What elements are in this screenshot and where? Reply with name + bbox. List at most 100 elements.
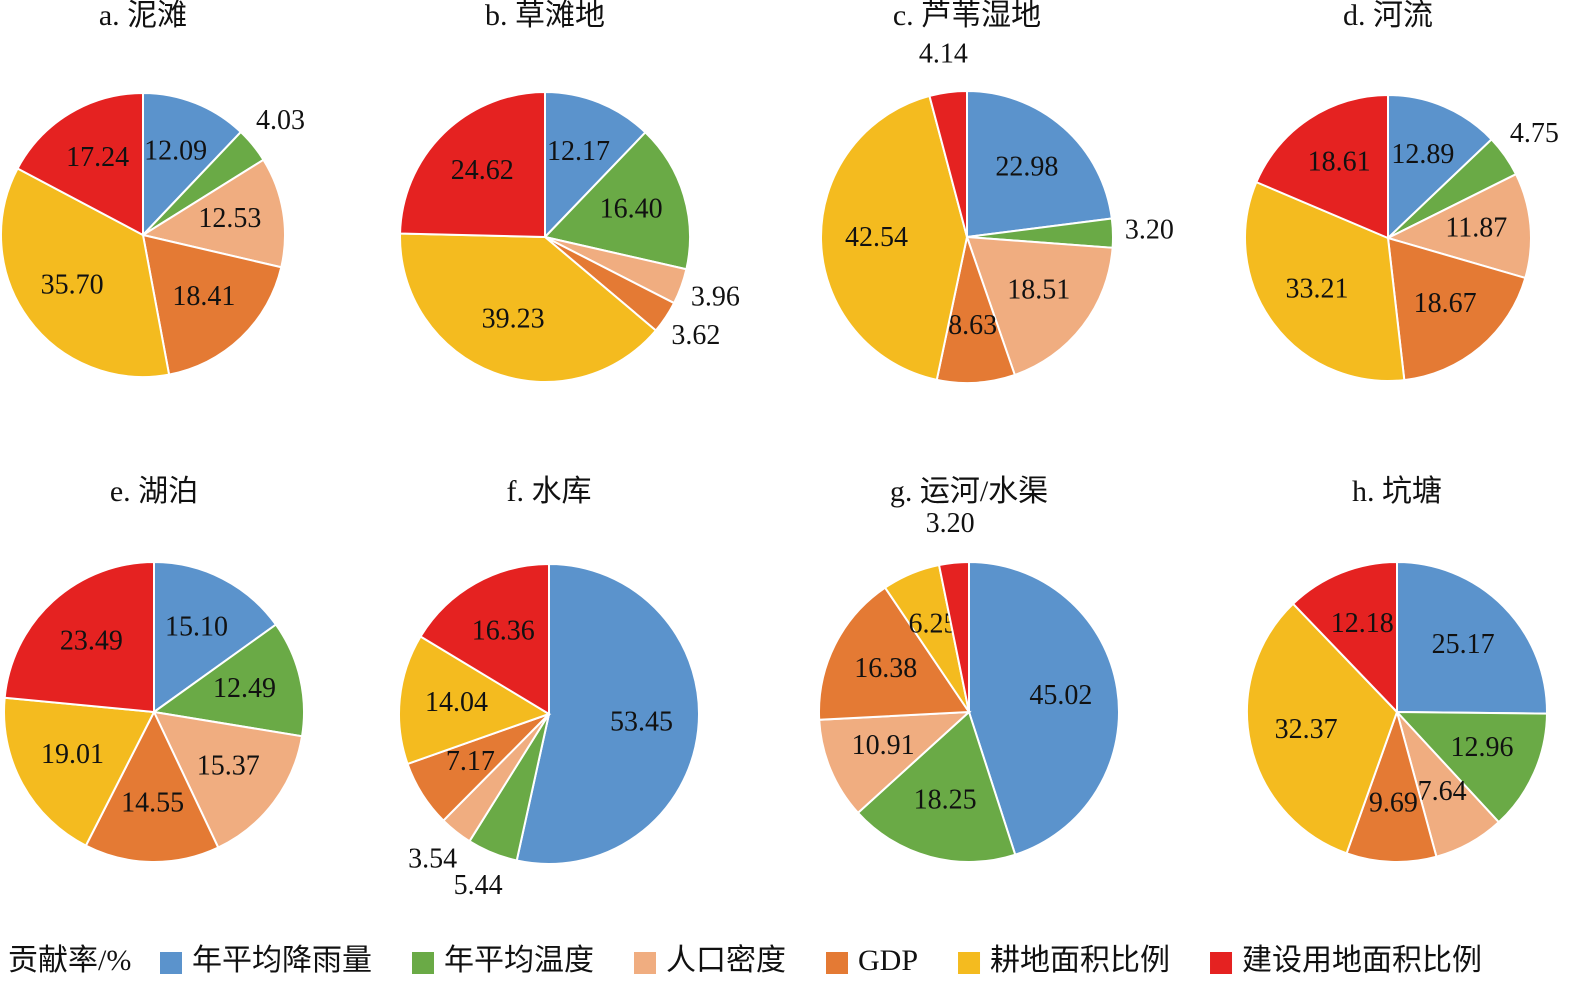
pie-title: h. 坑塘 [1352, 475, 1442, 508]
data-label: 35.70 [41, 270, 104, 301]
pie-slice [140, 158, 286, 269]
data-label: 33.21 [1285, 273, 1348, 304]
pie-title: e. 湖泊 [110, 475, 198, 508]
legend-swatch [412, 952, 434, 974]
data-label: 12.89 [1391, 139, 1454, 170]
pie-slice [1394, 710, 1549, 824]
legend-label: 年平均降雨量 [192, 944, 372, 977]
legend-label: 年平均温度 [444, 944, 594, 977]
legend-label: 建设用地面积比例 [1242, 944, 1482, 977]
data-label: 16.40 [600, 194, 663, 225]
data-label: 15.37 [197, 750, 260, 781]
data-label: 3.54 [408, 843, 457, 874]
data-label: 53.45 [610, 706, 673, 737]
pie-slice [84, 709, 220, 863]
data-label: 16.38 [854, 653, 917, 684]
legend-title: 贡献率/% [8, 944, 131, 977]
data-label: 39.23 [482, 303, 545, 334]
legend-label: 耕地面积比例 [990, 944, 1170, 977]
data-label: 14.55 [121, 787, 184, 818]
data-label: 25.17 [1432, 629, 1495, 660]
pie-slice [1387, 93, 1493, 241]
data-label: 22.98 [995, 151, 1058, 182]
pie-slice [1291, 560, 1398, 715]
pie-slice [1386, 236, 1527, 382]
pie-slice [968, 560, 1120, 856]
data-label: 10.91 [852, 730, 915, 761]
pie-slice [544, 90, 647, 240]
data-label: 18.61 [1308, 146, 1371, 177]
data-label: 7.17 [446, 746, 495, 777]
legend-swatch [634, 952, 656, 974]
pie-title: b. 草滩地 [485, 0, 605, 32]
pie-slice [16, 91, 144, 237]
pie-slice [419, 562, 550, 716]
data-label: 18.25 [914, 784, 977, 815]
data-label: 5.44 [454, 870, 503, 901]
data-label: 16.36 [472, 615, 535, 646]
data-label: 4.14 [919, 38, 968, 69]
data-label: 9.69 [1369, 787, 1418, 818]
pie-slice [818, 586, 971, 721]
data-label: 18.67 [1414, 288, 1477, 319]
data-label: 3.62 [671, 320, 720, 351]
legend-swatch [1210, 952, 1233, 974]
pie-title: c. 芦苇湿地 [893, 0, 1041, 32]
pie-slice [856, 710, 1017, 863]
pie-slice [153, 560, 278, 714]
data-label: 14.04 [425, 687, 488, 718]
data-label: 12.17 [547, 136, 610, 167]
pie-slice [152, 710, 304, 849]
data-label: 17.24 [66, 142, 129, 173]
pie-slice [543, 130, 691, 271]
pie-slice [0, 167, 171, 378]
data-label: 3.20 [926, 508, 975, 539]
data-label: 4.75 [1510, 118, 1559, 149]
pie-title: g. 运河/水渠 [890, 475, 1048, 508]
legend-swatch [160, 952, 182, 974]
data-label: 8.63 [948, 310, 997, 341]
data-label: 42.54 [845, 222, 908, 253]
legend-swatch [826, 952, 848, 974]
data-label: 4.03 [256, 105, 305, 136]
data-label: 3.20 [1125, 215, 1174, 246]
legend-label: GDP [858, 944, 918, 977]
pie-slice [398, 635, 552, 766]
pie-title: f. 水库 [507, 475, 592, 508]
pie-slice [1396, 560, 1548, 715]
pie-slice [818, 710, 972, 815]
pie-slice [1246, 602, 1399, 855]
pie-slice [399, 232, 658, 383]
pie-slice [1385, 172, 1532, 280]
data-label: 18.41 [172, 281, 235, 312]
legend-swatch [958, 952, 981, 974]
pie-slice [1244, 180, 1406, 382]
data-label: 32.37 [1275, 714, 1338, 745]
data-label: 45.02 [1029, 680, 1092, 711]
data-label: 19.01 [41, 739, 104, 770]
pie-slice [399, 90, 546, 239]
data-label: 23.49 [60, 626, 123, 657]
pie-slice [928, 89, 968, 238]
data-label: 7.64 [1418, 776, 1467, 807]
data-label: 18.51 [1007, 275, 1070, 306]
pie-slice [515, 562, 700, 865]
data-label: 12.18 [1331, 608, 1394, 639]
pie-slice [3, 560, 155, 714]
pie-slice [1345, 708, 1438, 863]
data-label: 12.96 [1451, 732, 1514, 763]
pie-title: d. 河流 [1343, 0, 1433, 32]
pie-slice [937, 560, 970, 713]
data-label: 3.96 [691, 281, 740, 312]
data-label: 12.53 [198, 203, 261, 234]
pie-title: a. 泥滩 [99, 0, 187, 32]
data-label: 15.10 [165, 612, 228, 643]
pie-slice [151, 623, 305, 738]
pie-slice [3, 696, 156, 847]
legend-label: 人口密度 [666, 944, 786, 977]
pie-slice [1255, 93, 1389, 240]
data-label: 11.87 [1445, 212, 1507, 243]
data-label: 12.49 [213, 673, 276, 704]
pie-slice [142, 91, 243, 238]
